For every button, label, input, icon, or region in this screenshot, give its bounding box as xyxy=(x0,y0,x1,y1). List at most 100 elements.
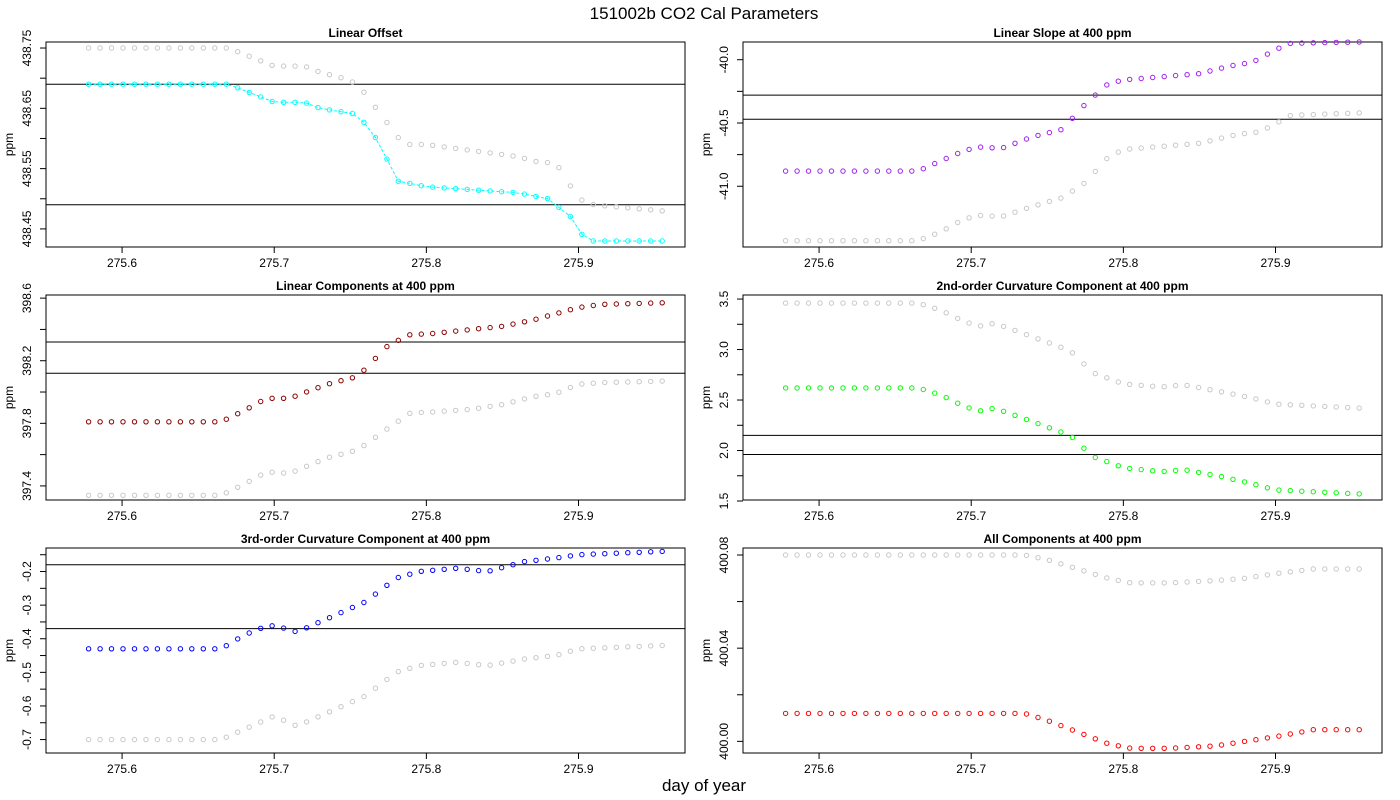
data-point-reference xyxy=(794,552,800,558)
data-point-main xyxy=(464,186,470,193)
data-point-reference xyxy=(487,662,493,668)
panel-title: All Components at 400 ppm xyxy=(983,532,1141,546)
data-point-main xyxy=(1058,722,1064,729)
y-axis-label: ppm xyxy=(699,639,713,662)
data-point-reference xyxy=(407,141,413,148)
data-point-reference xyxy=(920,235,926,242)
data-point-reference xyxy=(920,552,926,558)
data-point-reference xyxy=(521,155,528,162)
data-point-reference xyxy=(361,89,367,95)
chart-panel-5: 3rd-order Curvature Component at 400 ppm… xyxy=(2,532,686,776)
data-point-main xyxy=(1172,467,1179,474)
data-point-main xyxy=(1127,745,1133,751)
data-point-main xyxy=(1230,740,1236,746)
data-point-main xyxy=(1299,729,1305,735)
data-point-reference xyxy=(338,75,344,81)
data-point-main xyxy=(920,710,926,717)
data-point-reference xyxy=(533,393,539,399)
data-point-reference xyxy=(851,552,858,558)
data-point-reference xyxy=(544,392,551,398)
data-point-main xyxy=(269,98,275,105)
data-point-reference xyxy=(280,470,287,476)
data-point-main xyxy=(292,99,298,106)
data-point-main xyxy=(258,94,264,100)
data-point-main xyxy=(85,419,92,425)
data-point-main xyxy=(1127,465,1133,472)
data-point-main xyxy=(1092,736,1099,742)
data-point-main xyxy=(1172,72,1179,79)
data-point-reference xyxy=(1058,561,1064,567)
data-point-main xyxy=(120,419,126,425)
data-point-main xyxy=(487,324,493,331)
x-tick-label: 275.9 xyxy=(1260,256,1290,270)
data-point-main xyxy=(874,385,881,391)
data-point-reference xyxy=(1115,379,1122,385)
data-point-main xyxy=(579,551,585,558)
data-point-main xyxy=(782,168,789,174)
y-tick-label: 3.0 xyxy=(717,341,731,358)
data-point-main xyxy=(1000,408,1007,414)
data-point-main xyxy=(108,81,115,87)
data-point-reference xyxy=(384,676,390,683)
data-point-reference xyxy=(977,212,984,219)
data-point-reference xyxy=(97,492,103,498)
data-point-reference xyxy=(659,378,665,384)
data-point-main xyxy=(920,386,926,393)
data-point-main xyxy=(1081,731,1087,738)
data-point-main xyxy=(1264,485,1271,491)
data-point-main xyxy=(659,238,665,244)
x-tick-label: 275.7 xyxy=(259,256,289,270)
data-point-reference xyxy=(315,714,321,720)
data-point-main xyxy=(338,609,344,616)
data-point-reference xyxy=(1310,403,1317,409)
data-point-main xyxy=(636,300,642,307)
data-point-reference xyxy=(1058,195,1064,201)
data-point-main xyxy=(909,168,915,174)
data-point-main xyxy=(1150,745,1156,751)
data-point-reference xyxy=(909,300,915,306)
data-point-reference xyxy=(475,148,482,155)
data-point-reference xyxy=(154,45,161,51)
data-point-reference xyxy=(943,310,949,316)
data-point-reference xyxy=(1241,575,1248,581)
data-point-main xyxy=(1081,102,1087,109)
data-point-main xyxy=(1115,463,1122,469)
data-point-main xyxy=(1127,76,1133,83)
data-point-main xyxy=(943,710,949,717)
data-point-main xyxy=(521,558,528,565)
y-axis-label: ppm xyxy=(2,386,16,409)
data-point-reference xyxy=(235,484,241,490)
data-point-reference xyxy=(556,165,562,171)
chart-panel-3: Linear Components at 400 ppm ppm 275.6 275.… xyxy=(2,279,686,523)
data-point-main xyxy=(154,81,161,87)
data-point-main xyxy=(932,390,938,396)
data-point-reference xyxy=(303,463,310,469)
data-point-reference xyxy=(602,645,608,651)
figure-xlabel: day of year xyxy=(662,776,746,795)
data-point-main xyxy=(1184,744,1190,751)
data-point-reference xyxy=(1081,568,1087,574)
data-point-reference xyxy=(556,389,562,395)
data-point-main xyxy=(1264,735,1271,741)
data-point-reference xyxy=(1035,336,1041,342)
data-point-reference xyxy=(1161,580,1167,586)
data-point-main xyxy=(212,81,218,87)
data-point-main xyxy=(464,327,470,333)
data-point-reference xyxy=(1000,213,1007,219)
data-point-main xyxy=(269,623,275,629)
data-point-reference xyxy=(955,315,961,322)
data-point-main xyxy=(1104,740,1110,746)
data-point-reference xyxy=(794,300,800,306)
data-point-main xyxy=(874,710,881,717)
data-point-reference xyxy=(1322,566,1328,572)
data-point-reference xyxy=(189,45,195,51)
data-point-reference xyxy=(1138,580,1144,586)
data-point-main xyxy=(1195,744,1202,750)
data-point-main xyxy=(315,385,321,391)
data-point-reference xyxy=(1092,168,1099,175)
data-point-reference xyxy=(430,661,436,668)
data-point-reference xyxy=(1000,323,1007,330)
data-point-reference xyxy=(292,722,298,728)
data-point-main xyxy=(1195,469,1202,476)
